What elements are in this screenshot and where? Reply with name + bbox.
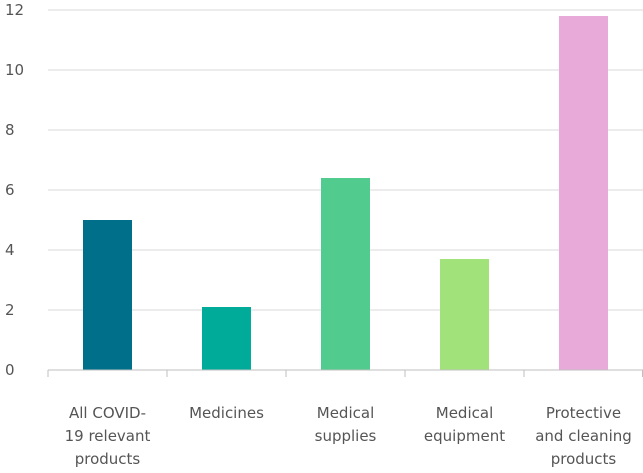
y-tick-label-0: 0	[5, 361, 15, 379]
category-label-3: Medical equipment	[424, 404, 505, 445]
bars	[83, 16, 608, 370]
category-label-4: Protective and cleaning products	[535, 404, 632, 468]
category-label-1: Medicines	[189, 404, 264, 422]
y-axis-tick-labels: 0 2 4 6 8 10 12	[5, 1, 24, 379]
category-label-line: products	[551, 450, 617, 468]
x-axis-ticks	[47, 370, 643, 377]
y-tick-label-2: 2	[5, 301, 15, 319]
category-label-2: Medical supplies	[315, 404, 377, 445]
category-label-line: Medical	[317, 404, 374, 422]
y-tick-label-4: 4	[5, 241, 15, 259]
bar-1	[202, 307, 251, 370]
category-label-line: equipment	[424, 427, 505, 445]
y-tick-label-12: 12	[5, 1, 24, 19]
bar-3	[440, 259, 489, 370]
bar-2	[321, 178, 370, 370]
y-tick-label-10: 10	[5, 61, 24, 79]
category-label-line: supplies	[315, 427, 377, 445]
y-tick-label-6: 6	[5, 181, 15, 199]
category-label-line: Protective	[546, 404, 621, 422]
y-tick-label-8: 8	[5, 121, 15, 139]
category-label-line: products	[75, 450, 141, 468]
bar-4	[559, 16, 608, 370]
category-label-0: All COVID- 19 relevant products	[65, 404, 151, 468]
category-label-line: and cleaning	[535, 427, 632, 445]
bar-0	[83, 220, 132, 370]
category-label-line: All COVID-	[69, 404, 146, 422]
x-axis-category-labels: All COVID- 19 relevant products Medicines Me…	[65, 404, 632, 468]
category-label-line: 19 relevant	[65, 427, 151, 445]
category-label-line: Medical	[436, 404, 493, 422]
category-label-line: Medicines	[189, 404, 264, 422]
